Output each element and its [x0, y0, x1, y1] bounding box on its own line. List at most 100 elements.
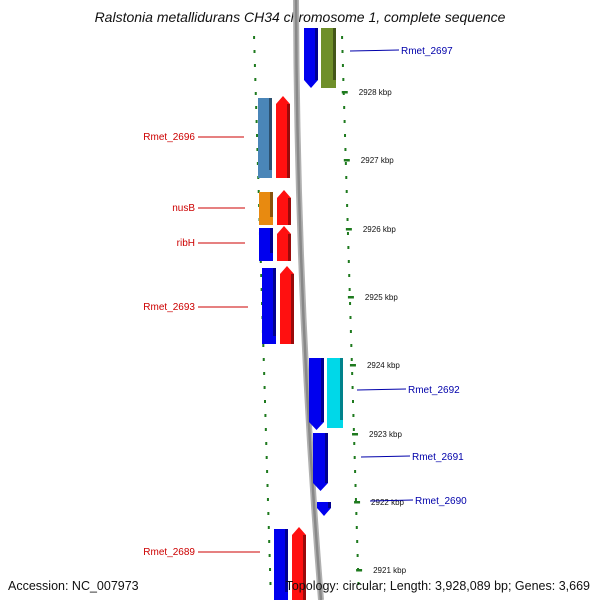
gene-label-rmet_2693[interactable]: Rmet_2693 [143, 302, 195, 313]
gene-label-ribh[interactable]: ribH [177, 238, 195, 249]
scale-tick-label: 2925 kbp [365, 293, 398, 302]
left-dotted-guide [266, 470, 269, 473]
gene-ribh-block[interactable] [259, 228, 273, 261]
right-dotted-guide [354, 498, 357, 501]
gene-rmet_2689-block[interactable] [274, 529, 288, 600]
right-dotted-guide [355, 526, 358, 529]
gene-label-rmet_2690[interactable]: Rmet_2690 [415, 496, 467, 507]
scale-tick-label: 2928 kbp [359, 88, 392, 97]
gene-label-rmet_2691[interactable]: Rmet_2691 [412, 452, 464, 463]
right-dotted-guide [352, 414, 355, 417]
scale-tick-label: 2927 kbp [361, 156, 394, 165]
right-dotted-guide [350, 358, 353, 361]
gene-nusb-block[interactable] [259, 192, 273, 225]
left-dotted-guide [266, 498, 269, 501]
gene-nusb-cog-block-shadow [288, 198, 291, 225]
gene-rmet-2697-block-shadow [333, 28, 336, 80]
gene-label-rmet_2692[interactable]: Rmet_2692 [408, 385, 460, 396]
scale-tick [356, 569, 363, 572]
scale-tick [354, 501, 361, 504]
right-dotted-guide [346, 204, 349, 207]
right-dotted-guide [341, 36, 344, 39]
gene-ribh-cog-block-shadow [288, 234, 291, 261]
chromosome-backbone-core [294, 0, 323, 600]
gene-rmet_2693-cog-block[interactable] [280, 266, 294, 344]
scale-tick [349, 364, 356, 367]
right-dotted-guide [347, 246, 350, 249]
gene-rmet-2690-block-shadow [328, 502, 331, 508]
gene-label-nusb[interactable]: nusB [172, 203, 195, 214]
left-dotted-guide [267, 526, 270, 529]
scale-tick [341, 91, 348, 94]
left-dotted-guide [256, 162, 259, 165]
gene-rmet-2691-block[interactable] [313, 433, 328, 491]
gene-rmet-2697-block[interactable] [321, 28, 336, 88]
gene-rmet_2689-cog-block[interactable] [292, 527, 306, 600]
gene-rmet_2689-cog-block-shadow [303, 535, 306, 600]
gene-rmet-2692-block-shadow [340, 358, 343, 420]
scale-tick [352, 433, 359, 436]
scale-tick [345, 228, 352, 231]
gene-label-rmet_2696[interactable]: Rmet_2696 [143, 132, 195, 143]
gene-rmet_2696-cog-block-shadow [287, 104, 290, 178]
gene-label-rmet_2697[interactable]: Rmet_2697 [401, 46, 453, 57]
scale-tick [347, 296, 354, 299]
gene-rmet_2696-block-shadow [269, 98, 272, 170]
right-dotted-guide [355, 512, 358, 515]
right-dotted-guide [352, 428, 355, 431]
gene-rmet-2691-block-shadow [325, 433, 328, 483]
right-dotted-guide [345, 176, 348, 179]
right-dotted-guide [349, 330, 352, 333]
left-dotted-guide [257, 190, 260, 193]
left-dotted-guide [262, 358, 265, 361]
right-dotted-guide [352, 400, 354, 403]
gene-label-leader [356, 388, 407, 391]
gene-nusb-cog-block[interactable] [277, 190, 291, 225]
scale-tick [343, 159, 350, 162]
right-dotted-guide [353, 442, 356, 445]
gene-rmet_2693-block[interactable] [262, 268, 276, 344]
left-dotted-guide [263, 372, 266, 375]
gene-rmet-2690-block[interactable] [317, 502, 331, 516]
gene-label-leader [360, 455, 411, 458]
right-dotted-guide [348, 288, 351, 291]
left-dotted-guide [255, 106, 258, 109]
gene-ribh-cog-block[interactable] [277, 226, 291, 261]
gene-strand-block[interactable] [304, 28, 318, 88]
left-dotted-guide [265, 456, 268, 459]
gene-rmet_2696-cog-block[interactable] [276, 96, 290, 178]
left-dotted-guide [256, 148, 259, 151]
left-dotted-guide [269, 568, 272, 571]
genome-stats-text: Topology: circular; Length: 3,928,089 bp… [285, 579, 590, 593]
left-dotted-guide [268, 554, 271, 557]
scale-tick-label: 2926 kbp [363, 225, 396, 234]
right-dotted-guide [341, 50, 344, 53]
map-title: Ralstonia metallidurans CH34 chromosome … [94, 9, 506, 25]
left-dotted-guide [253, 36, 256, 39]
right-dotted-guide [349, 302, 352, 305]
left-dotted-guide [256, 134, 259, 137]
right-dotted-guide [356, 554, 359, 557]
gene-rmet_2696-block[interactable] [258, 98, 272, 178]
gene-label-rmet_2689[interactable]: Rmet_2689 [143, 547, 195, 558]
gene-strand-block[interactable] [309, 358, 324, 430]
right-dotted-guide [342, 78, 345, 81]
scale-tick-label: 2922 kbp [371, 498, 404, 507]
right-dotted-guide [349, 316, 352, 319]
gene-label-leader [369, 499, 414, 502]
accession-text: Accession: NC_007973 [8, 579, 139, 593]
left-dotted-guide [269, 582, 272, 585]
right-dotted-guide [354, 470, 357, 473]
gene-ribh-block-shadow [270, 228, 273, 253]
gene-rmet-2692-block[interactable] [327, 358, 343, 428]
right-dotted-guide [353, 456, 356, 459]
right-dotted-guide [357, 582, 360, 585]
right-dotted-guide [348, 274, 351, 277]
gene-rmet_2689-block-shadow [285, 529, 288, 592]
gene-rmet_2693-cog-block-shadow [291, 274, 294, 344]
right-dotted-guide [347, 260, 350, 263]
gene-rmet_2693-block-shadow [273, 268, 276, 336]
left-dotted-guide [265, 442, 268, 445]
right-dotted-guide [343, 106, 346, 109]
